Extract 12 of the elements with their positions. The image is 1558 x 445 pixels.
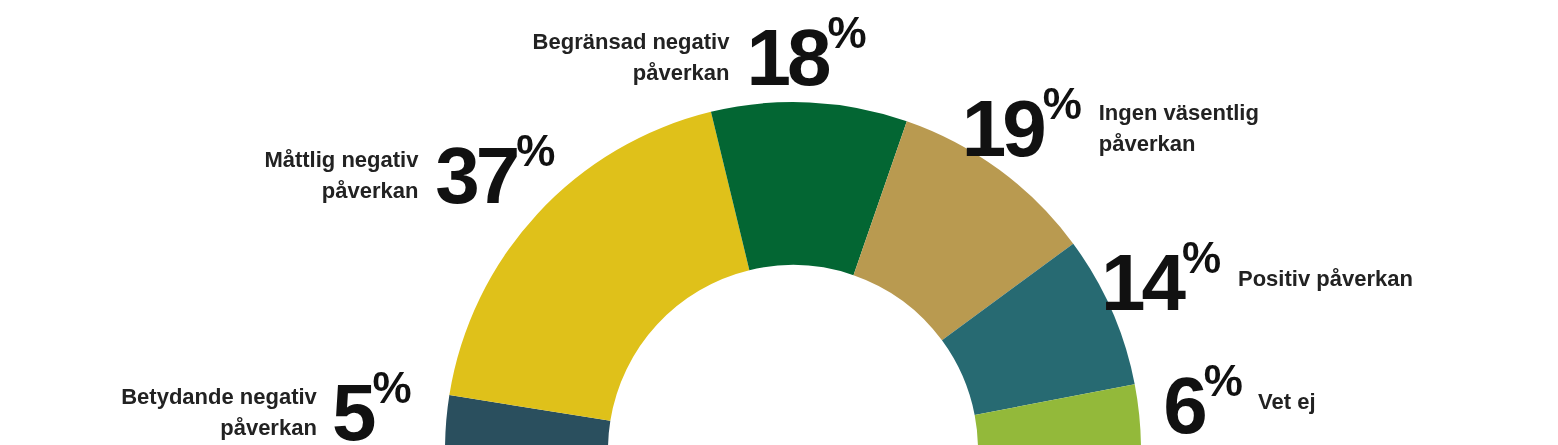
data-label: 19$^{%}$ bbox=[961, 78, 1082, 173]
slice-label: Positiv påverkan bbox=[1238, 265, 1413, 291]
data-label: 14$^{%}$ bbox=[1100, 232, 1222, 327]
data-label: 5$^{%}$ bbox=[332, 362, 412, 445]
data-label: 37$^{%}$ bbox=[435, 125, 556, 220]
data-label: 18$^{%}$ bbox=[746, 8, 867, 103]
slice-label: Ingen väsentlig påverkan bbox=[1098, 99, 1259, 156]
slice-label: Vet ej bbox=[1258, 389, 1316, 415]
slice-label: Måttlig negativ påverkan bbox=[264, 146, 420, 203]
slice-label: Begränsad negativ påverkan bbox=[532, 29, 731, 86]
slice-label: Betydande negativ påverkan bbox=[121, 383, 318, 440]
data-label: 6$^{%}$ bbox=[1163, 355, 1243, 445]
